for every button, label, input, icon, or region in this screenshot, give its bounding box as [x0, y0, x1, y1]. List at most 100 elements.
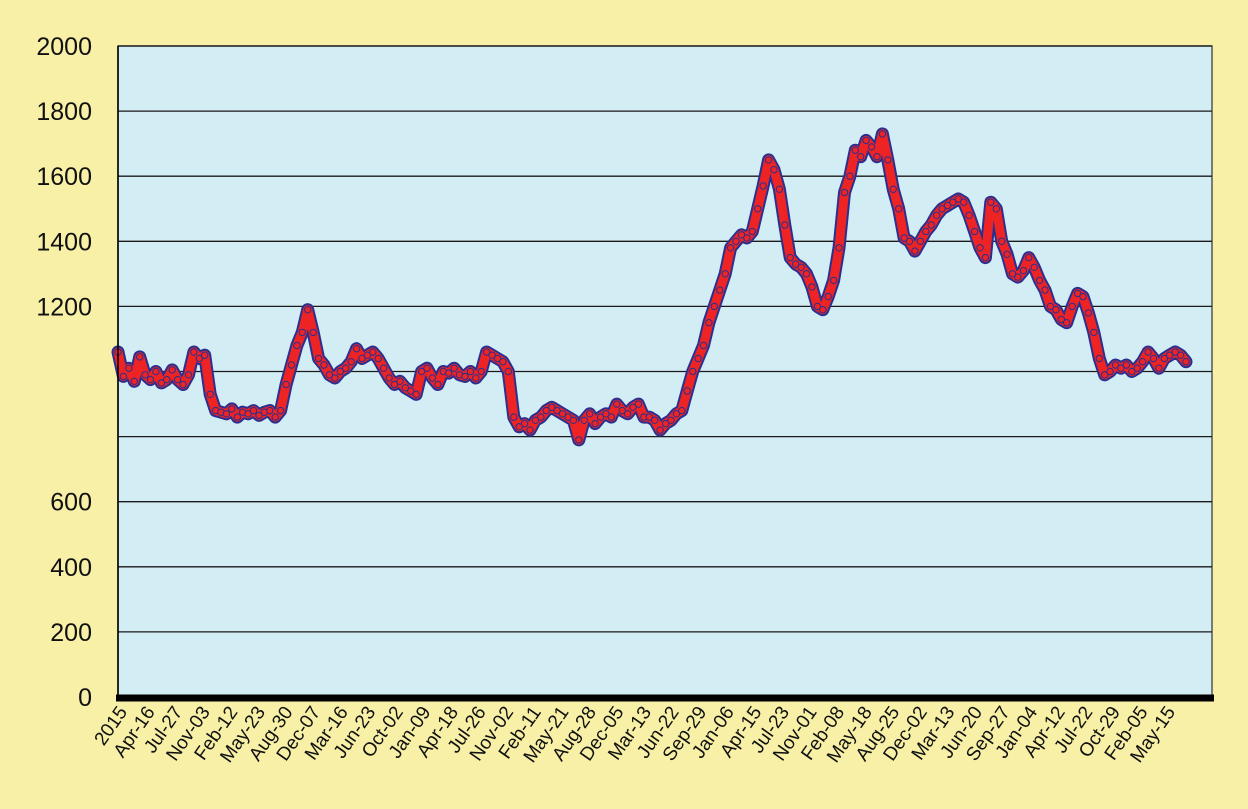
data-point	[748, 227, 756, 236]
data-point	[336, 367, 344, 376]
data-point	[1003, 250, 1011, 259]
data-point	[759, 182, 767, 190]
data-point	[607, 413, 615, 421]
data-point	[407, 387, 415, 395]
data-point	[282, 380, 290, 389]
data-point	[1144, 348, 1152, 356]
data-point	[965, 211, 973, 220]
data-point	[195, 354, 204, 363]
data-point	[895, 205, 903, 213]
data-point	[905, 237, 914, 246]
data-point	[352, 345, 361, 353]
data-point	[960, 198, 968, 206]
data-point	[922, 227, 930, 236]
data-point	[173, 375, 182, 384]
data-point	[1030, 263, 1038, 271]
data-point	[163, 375, 171, 384]
data-point	[412, 390, 420, 398]
data-point	[526, 426, 534, 434]
data-point	[255, 411, 263, 420]
data-point	[764, 156, 773, 164]
data-point	[190, 348, 198, 356]
data-point	[466, 367, 475, 376]
data-point	[347, 358, 355, 366]
data-point	[493, 354, 502, 363]
data-point	[900, 234, 908, 242]
data-point	[287, 361, 296, 369]
data-point	[244, 410, 252, 418]
data-point	[482, 348, 491, 356]
data-point	[342, 364, 350, 372]
data-point	[504, 367, 512, 376]
data-point	[1106, 367, 1114, 376]
data-point	[575, 436, 583, 444]
data-point	[705, 319, 713, 327]
data-point	[304, 306, 312, 314]
data-point	[721, 270, 729, 278]
data-point	[1149, 354, 1158, 363]
data-point	[1057, 315, 1066, 324]
data-point	[314, 354, 323, 363]
y-tick-label: 2000	[36, 33, 92, 61]
data-point	[1052, 306, 1060, 314]
data-point	[1111, 361, 1120, 369]
data-point	[867, 143, 876, 151]
data-point	[515, 423, 523, 431]
data-point	[1019, 266, 1028, 275]
data-point	[1073, 289, 1082, 298]
gridlines	[118, 45, 1212, 633]
y-tick-label: 1400	[36, 228, 92, 256]
data-point	[829, 276, 838, 285]
y-tick-label: 200	[50, 619, 92, 647]
data-point	[271, 413, 279, 421]
data-point	[488, 351, 496, 359]
data-point	[130, 377, 139, 385]
data-point	[819, 306, 827, 314]
data-point	[1160, 354, 1169, 363]
data-point	[775, 185, 784, 193]
data-point	[423, 364, 431, 372]
data-point	[976, 244, 984, 252]
data-point	[824, 292, 832, 301]
data-point	[249, 406, 258, 415]
data-point	[553, 406, 561, 415]
data-point	[943, 201, 952, 210]
data-point	[184, 371, 193, 379]
data-point	[808, 283, 816, 291]
data-point	[472, 374, 480, 382]
data-point	[548, 403, 556, 411]
data-point	[1008, 270, 1017, 278]
data-point	[683, 387, 691, 395]
data-point	[417, 367, 426, 376]
data-point	[770, 166, 778, 174]
data-point	[835, 244, 843, 252]
data-point	[233, 413, 242, 421]
data-point	[873, 153, 881, 161]
data-point	[1155, 364, 1163, 372]
data-point	[325, 371, 334, 379]
data-point	[1090, 328, 1098, 337]
data-series	[111, 127, 1193, 447]
data-point	[228, 405, 236, 413]
data-point	[613, 400, 621, 408]
data-point	[927, 221, 935, 229]
data-point	[580, 416, 588, 424]
data-point	[141, 371, 149, 379]
data-point	[992, 205, 1000, 213]
data-point	[363, 351, 372, 359]
data-point	[792, 260, 800, 268]
data-point	[743, 234, 751, 242]
data-point	[390, 380, 399, 389]
data-point	[1063, 319, 1071, 327]
data-point	[396, 377, 404, 385]
data-point	[206, 390, 214, 398]
data-point	[499, 358, 507, 366]
data-point	[623, 410, 632, 418]
data-point	[152, 367, 160, 376]
y-tick-label: 600	[50, 489, 92, 517]
data-point	[699, 341, 708, 350]
data-point	[954, 195, 962, 203]
data-point	[1171, 348, 1179, 356]
data-point	[1079, 292, 1087, 301]
